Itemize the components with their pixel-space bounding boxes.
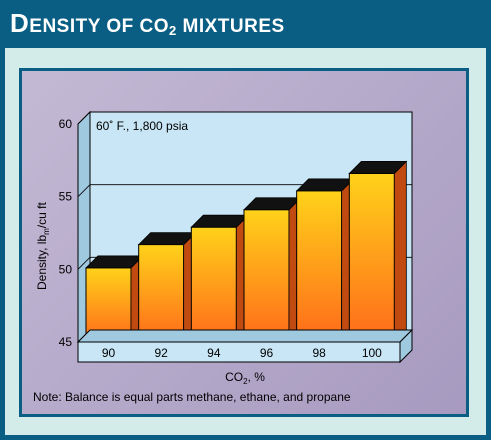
title-subscript: 2 (169, 23, 177, 38)
x-base-side (399, 328, 413, 364)
bar-cap (348, 161, 408, 174)
x-tick-label: 94 (207, 346, 221, 360)
x-tick-label: 90 (102, 346, 116, 360)
x-tick-label: 92 (154, 346, 168, 360)
y-tick-label: 45 (59, 335, 73, 349)
y-axis-label: Density, lbm/cu ft (35, 202, 51, 290)
gridline-side (77, 184, 91, 197)
y-tick-label: 55 (59, 190, 73, 204)
x-axis-label-main: CO (225, 370, 243, 384)
title-bar: DENSITY OF CO2 MIXTURES (0, 0, 491, 48)
gridline-side (77, 257, 91, 270)
x-floor (76, 329, 414, 343)
bar (138, 244, 185, 343)
y-axis-label-sub: m (42, 228, 51, 235)
x-axis-label-sub: 2 (243, 377, 248, 386)
chart-note: Note: Balance is equal parts methane, et… (33, 390, 351, 404)
x-base-strip (77, 341, 401, 363)
x-base: 90 92 94 96 98 100 (76, 328, 414, 364)
bar-side (393, 160, 407, 343)
y-tick-labels: 45 50 55 60 (59, 117, 73, 349)
title-initial: D (10, 8, 30, 38)
bar (296, 190, 343, 343)
x-axis-label: CO2, % (225, 370, 265, 386)
bar (243, 209, 290, 343)
title-main: ENSITY OF CO (29, 16, 170, 37)
bar (190, 226, 237, 343)
x-tick-label: 98 (312, 346, 326, 360)
chart-title: DENSITY OF CO2 MIXTURES (10, 8, 285, 39)
y-axis-label-main: Density, lb (35, 235, 49, 290)
chart-annotation: 60˚ F., 1,800 psia (96, 119, 188, 133)
x-tick-label: 96 (260, 346, 274, 360)
x-tick-label: 100 (362, 346, 382, 360)
y-tick-label: 50 (59, 262, 73, 276)
title-suffix: MIXTURES (176, 16, 285, 37)
y-axis-label-tail: /cu ft (35, 202, 49, 229)
bar (348, 172, 395, 343)
gridline-side (77, 111, 91, 125)
x-axis-label-tail: , % (248, 370, 266, 384)
y-tick-label: 60 (59, 117, 73, 131)
